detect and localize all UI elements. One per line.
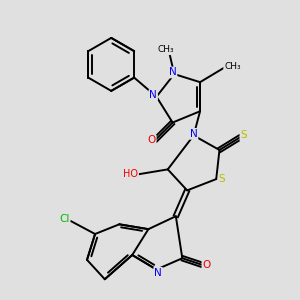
- Text: N: N: [149, 90, 157, 100]
- Text: CH₃: CH₃: [224, 61, 241, 70]
- Text: S: S: [240, 130, 247, 140]
- Text: Cl: Cl: [59, 214, 70, 224]
- Text: N: N: [190, 129, 197, 139]
- Text: CH₃: CH₃: [158, 45, 175, 54]
- Text: N: N: [154, 268, 162, 278]
- Text: S: S: [219, 174, 225, 184]
- Text: O: O: [148, 135, 156, 145]
- Text: O: O: [202, 260, 211, 270]
- Text: HO: HO: [123, 169, 138, 179]
- Text: N: N: [169, 68, 176, 77]
